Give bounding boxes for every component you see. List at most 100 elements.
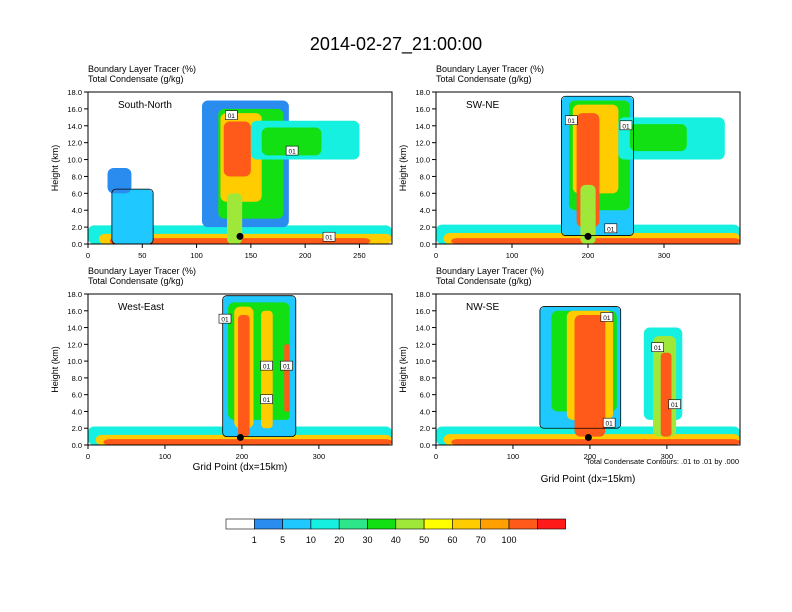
tracer-shade	[226, 193, 243, 244]
y-tick-label: 10.0	[415, 357, 430, 366]
y-tick-label: 12.0	[415, 139, 430, 148]
colorbar-swatch	[480, 518, 510, 530]
y-tick-label: 10.0	[67, 156, 82, 165]
contour-label: 01	[671, 402, 679, 409]
tracer-shade	[238, 314, 250, 437]
tracer-shade	[111, 189, 154, 244]
tracer-shade	[580, 184, 596, 244]
contour-label: 01	[325, 235, 333, 242]
y-tick-label: 10.0	[67, 357, 82, 366]
y-tick-label: 2.0	[420, 223, 430, 232]
contour-label-box	[651, 342, 664, 352]
contour-label: 01	[654, 345, 662, 352]
colorbar-swatch	[423, 518, 453, 530]
x-tick-label: 100	[159, 452, 172, 461]
contour-label: 01	[228, 113, 236, 120]
x-tick-label: 0	[434, 452, 438, 461]
contour-label-box	[285, 145, 299, 156]
panel-subtitle-2: Total Condensate (g/kg)	[436, 276, 532, 286]
contour-label-box	[260, 394, 273, 405]
contour-label: 01	[607, 226, 615, 233]
tracer-shade	[223, 121, 251, 177]
contour-label-box	[225, 110, 238, 120]
colorbar-label: 1	[252, 535, 257, 545]
contour-label: 01	[283, 364, 291, 371]
y-tick-label: 18.0	[415, 88, 430, 97]
x-tick-label: 300	[658, 251, 671, 260]
panel-subtitle-1: Boundary Layer Tracer (%)	[436, 266, 544, 276]
tracer-shade	[451, 439, 740, 445]
x-tick-label: 250	[353, 251, 366, 260]
contour-label-box	[218, 313, 232, 324]
colorbar-swatch	[310, 518, 340, 530]
y-tick-label: 16.0	[67, 307, 82, 316]
y-tick-label: 12.0	[415, 340, 430, 349]
y-tick-label: 4.0	[420, 407, 430, 416]
x-tick-label: 200	[582, 251, 595, 260]
y-axis-label: Height (km)	[398, 346, 408, 393]
y-tick-label: 2.0	[72, 424, 82, 433]
y-tick-label: 18.0	[67, 88, 82, 97]
tracer-shade	[660, 352, 672, 437]
colorbar-label: 20	[334, 535, 344, 545]
y-tick-label: 10.0	[415, 156, 430, 165]
y-tick-label: 8.0	[420, 374, 430, 383]
y-tick-label: 2.0	[72, 223, 82, 232]
colorbar-label: 100	[501, 535, 516, 545]
panel-bottom-left: Boundary Layer Tracer (%)Total Condensat…	[50, 266, 393, 461]
x-tick-label: 300	[661, 452, 674, 461]
panels: Boundary Layer Tracer (%)Total Condensat…	[50, 64, 741, 461]
panel-label: West-East	[118, 302, 164, 313]
panel-subtitle-2: Total Condensate (g/kg)	[88, 276, 184, 286]
y-tick-label: 12.0	[67, 340, 82, 349]
colorbar-label: 5	[280, 535, 285, 545]
y-tick-label: 14.0	[67, 324, 82, 333]
contour-label-box	[600, 312, 614, 322]
y-tick-label: 6.0	[420, 189, 430, 198]
x-tick-label: 100	[506, 251, 519, 260]
figure-title: 2014-02-27_21:00:00	[310, 34, 482, 55]
panel-label: SW-NE	[466, 100, 499, 111]
condensate-contour	[222, 295, 297, 438]
panel-subtitle-2: Total Condensate (g/kg)	[436, 74, 532, 84]
y-tick-label: 2.0	[420, 424, 430, 433]
colorbar-swatch	[452, 518, 481, 530]
condensate-contour	[111, 188, 154, 244]
contour-label-box	[280, 360, 293, 371]
colorbar-swatch	[536, 518, 566, 530]
y-axis-label: Height (km)	[398, 145, 408, 192]
tracer-shade	[574, 314, 606, 437]
tracer-shade	[629, 124, 687, 152]
y-tick-label: 16.0	[67, 105, 82, 114]
colorbar-swatch	[282, 518, 312, 530]
xlabel-left: Grid Point (dx=15km)	[193, 462, 288, 473]
x-tick-label: 0	[86, 251, 90, 260]
y-tick-label: 6.0	[72, 189, 82, 198]
contour-label-box	[619, 120, 633, 131]
y-tick-label: 8.0	[420, 172, 430, 181]
tracer-field	[88, 100, 392, 244]
colorbar-swatch	[395, 518, 425, 530]
panel-top-right: Boundary Layer Tracer (%)Total Condensat…	[398, 64, 741, 260]
y-tick-label: 8.0	[72, 172, 82, 181]
contour-note: Total Condensate Contours: .01 to .01 by…	[586, 457, 739, 466]
y-tick-label: 16.0	[415, 307, 430, 316]
panel-subtitle-1: Boundary Layer Tracer (%)	[88, 266, 196, 276]
location-marker	[584, 433, 592, 441]
contour-label: 01	[263, 364, 271, 371]
colorbar-label: 30	[362, 535, 372, 545]
tracer-shade	[107, 168, 132, 194]
contour-label: 01	[606, 421, 614, 428]
panel-top-left: Boundary Layer Tracer (%)Total Condensat…	[50, 64, 393, 260]
plot-frame	[87, 91, 393, 245]
panel-bottom-right: Boundary Layer Tracer (%)Total Condensat…	[398, 266, 741, 461]
location-marker	[236, 433, 244, 441]
tracer-shade	[261, 127, 322, 156]
location-marker	[236, 232, 244, 240]
colorbar: 1 5 10 20 30 40 50 60 70 100	[225, 518, 566, 545]
y-axis-label: Height (km)	[50, 346, 60, 393]
x-tick-label: 0	[434, 251, 438, 260]
tracer-field	[88, 295, 392, 445]
condensate-contour	[561, 95, 635, 236]
y-tick-label: 14.0	[415, 324, 430, 333]
